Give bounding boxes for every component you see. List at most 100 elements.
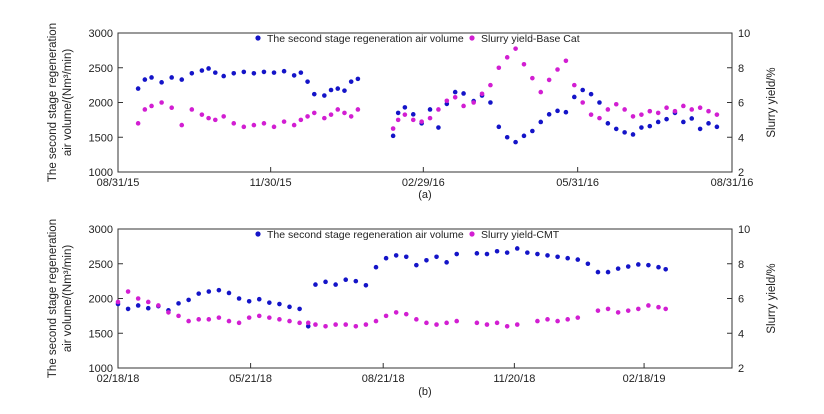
data-point-slurry-yield: [410, 117, 416, 123]
data-point-air-volume: [575, 257, 581, 262]
data-point-slurry-yield: [615, 310, 621, 315]
x-tick-label: 08/21/18: [362, 373, 405, 385]
data-point-air-volume: [311, 91, 317, 97]
y-left-tick-label: 1000: [89, 167, 113, 179]
data-point-air-volume: [424, 257, 429, 263]
data-point-air-volume: [348, 79, 354, 84]
data-point-air-volume: [213, 70, 218, 75]
data-point-air-volume: [186, 297, 191, 303]
data-point-air-volume: [298, 70, 304, 75]
data-point-slurry-yield: [343, 322, 349, 327]
data-point-air-volume: [525, 250, 530, 255]
data-point-slurry-yield: [605, 306, 611, 312]
data-point-slurry-yield: [575, 315, 581, 320]
data-point-air-volume: [267, 300, 272, 305]
data-point-slurry-yield: [689, 107, 695, 112]
data-point-air-volume: [277, 301, 282, 307]
data-point-slurry-yield: [636, 306, 641, 312]
data-point-air-volume: [444, 260, 449, 265]
data-point-slurry-yield: [383, 313, 389, 319]
data-point-slurry-yield: [267, 315, 272, 320]
y-left-tick-label: 2000: [89, 294, 113, 306]
data-point-air-volume: [656, 264, 661, 270]
data-point-slurry-yield: [156, 303, 161, 308]
data-point-air-volume: [342, 88, 347, 93]
data-point-air-volume: [563, 109, 569, 115]
data-point-air-volume: [135, 303, 141, 308]
data-point-slurry-yield: [226, 318, 232, 324]
data-point-air-volume: [530, 128, 535, 134]
data-point-air-volume: [231, 71, 237, 76]
data-point-air-volume: [393, 253, 399, 258]
y-right-tick-label: 6: [738, 98, 744, 110]
y-right-tick-label: 8: [738, 63, 744, 75]
data-point-slurry-yield: [697, 105, 703, 111]
data-point-air-volume: [714, 124, 720, 130]
data-point-air-volume: [625, 264, 631, 269]
y-left-tick-label: 2000: [89, 98, 113, 110]
data-point-air-volume: [281, 68, 287, 74]
data-point-slurry-yield: [461, 103, 466, 109]
data-point-air-volume: [189, 71, 195, 76]
data-point-slurry-yield: [213, 117, 218, 123]
data-point-air-volume: [322, 93, 327, 98]
data-point-air-volume: [636, 262, 641, 267]
plot-frame: [117, 228, 733, 369]
data-point-air-volume: [328, 87, 334, 93]
data-point-air-volume: [454, 251, 460, 257]
data-point-air-volume: [639, 125, 644, 130]
chart-panel-2: 1000 1500 2000 2500 3000 2 4 6 8 10 02/18/18 05/21/…: [47, 219, 778, 398]
data-point-slurry-yield: [335, 107, 341, 112]
data-point-air-volume: [655, 119, 661, 125]
data-point-slurry-yield: [639, 112, 644, 117]
y-left-tick-label: 2500: [89, 63, 113, 75]
data-point-air-volume: [663, 267, 668, 272]
data-point-air-volume: [199, 68, 205, 73]
data-point-slurry-yield: [169, 105, 174, 111]
data-point-air-volume: [488, 100, 493, 105]
data-point-air-volume: [305, 324, 311, 329]
data-point-slurry-yield: [663, 306, 668, 312]
data-point-slurry-yield: [390, 126, 396, 131]
legend: The second stage regeneration air volume…: [255, 33, 580, 45]
data-point-air-volume: [414, 262, 419, 268]
x-tick-label: 11/30/15: [250, 177, 292, 189]
y-left-tick-label: 1500: [89, 132, 113, 144]
data-point-air-volume: [241, 69, 247, 75]
data-point-slurry-yield: [402, 112, 408, 117]
data-point-slurry-yield: [580, 100, 585, 105]
legend-entry-label: Slurry yield-CMT: [481, 229, 560, 241]
data-point-air-volume: [580, 87, 585, 93]
data-point-slurry-yield: [373, 318, 379, 324]
data-point-air-volume: [689, 116, 695, 121]
y-right-axis-label: Slurry yield/%: [766, 67, 778, 137]
y-left-tick-label: 2500: [89, 259, 113, 271]
data-point-slurry-yield: [514, 322, 520, 327]
data-point-slurry-yield: [142, 107, 148, 112]
data-point-air-volume: [221, 73, 226, 79]
data-point-slurry-yield: [166, 310, 171, 315]
data-point-air-volume: [646, 262, 651, 268]
data-point-air-volume: [461, 91, 466, 96]
data-point-air-volume: [572, 94, 577, 100]
data-point-slurry-yield: [434, 322, 439, 327]
panel-label: (a): [418, 189, 431, 201]
data-point-air-volume: [271, 70, 277, 75]
data-point-air-volume: [135, 86, 141, 91]
data-point-slurry-yield: [646, 303, 651, 308]
data-point-slurry-yield: [563, 58, 569, 64]
data-point-air-volume: [176, 301, 181, 306]
data-point-air-volume: [630, 132, 636, 137]
data-point-slurry-yield: [186, 318, 191, 324]
data-point-slurry-yield: [444, 320, 449, 326]
x-tick-label: 11/20/18: [493, 373, 535, 385]
data-point-air-volume: [605, 121, 611, 126]
data-point-air-volume: [236, 296, 242, 301]
data-point-slurry-yield: [625, 308, 631, 313]
data-point-slurry-yield: [305, 320, 311, 326]
y-right-axis-label: Slurry yield/%: [766, 263, 778, 333]
panel-label: (b): [418, 386, 431, 398]
x-tick-label: 08/31/15: [97, 177, 140, 189]
data-point-slurry-yield: [555, 318, 560, 324]
plot-frame: [117, 32, 733, 173]
